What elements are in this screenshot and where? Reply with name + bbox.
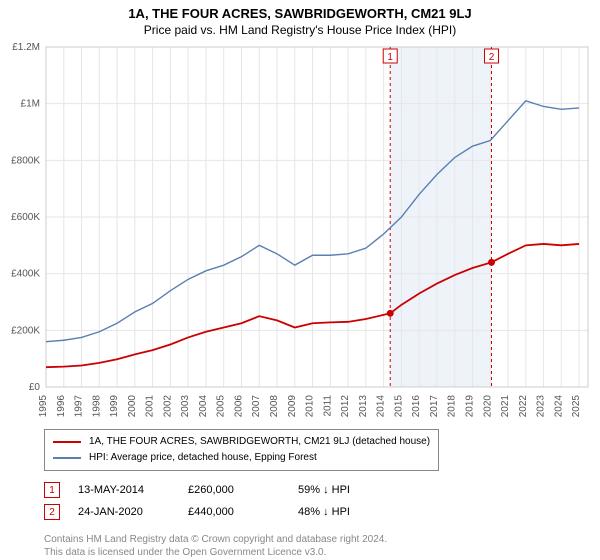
svg-text:£1M: £1M (21, 99, 40, 110)
svg-text:2000: 2000 (127, 395, 138, 418)
markers-table: 1 13-MAY-2014£260,00059% ↓ HPI 2 24-JAN-202… (44, 479, 600, 523)
svg-text:2001: 2001 (145, 395, 156, 418)
svg-text:2004: 2004 (198, 395, 209, 418)
svg-text:1999: 1999 (109, 395, 120, 418)
chart-area: £0 £200K £400K £600K £800K £1M £1.2M 1995 1996 19… (0, 41, 600, 421)
svg-text:2025: 2025 (571, 395, 582, 418)
page-container: 1A, THE FOUR ACRES, SAWBRIDGEWORTH, CM21… (0, 0, 600, 559)
svg-text:2002: 2002 (162, 395, 173, 418)
svg-text:2020: 2020 (482, 395, 493, 418)
svg-text:2003: 2003 (180, 395, 191, 418)
svg-text:2013: 2013 (358, 395, 369, 418)
marker-row: 2 24-JAN-2020£440,00048% ↓ HPI (44, 501, 600, 523)
chart-svg: £0 £200K £400K £600K £800K £1M £1.2M 1995 1996 19… (0, 41, 600, 421)
svg-text:1996: 1996 (56, 395, 67, 418)
svg-text:£600K: £600K (11, 212, 40, 223)
svg-text:£800K: £800K (11, 155, 40, 166)
legend-swatch (53, 441, 81, 443)
svg-text:1997: 1997 (74, 395, 85, 418)
marker-cell: £440,000 (188, 506, 298, 518)
svg-text:£200K: £200K (11, 325, 40, 336)
marker-row: 1 13-MAY-2014£260,00059% ↓ HPI (44, 479, 600, 501)
svg-text:2: 2 (489, 52, 495, 63)
svg-text:2007: 2007 (251, 395, 262, 418)
legend-row: 1A, THE FOUR ACRES, SAWBRIDGEWORTH, CM21… (53, 434, 430, 450)
chart-subtitle: Price paid vs. HM Land Registry's House … (0, 21, 600, 41)
marker-cell: 59% ↓ HPI (298, 484, 388, 496)
legend-swatch (53, 457, 81, 459)
svg-text:2006: 2006 (233, 395, 244, 418)
svg-text:£400K: £400K (11, 269, 40, 280)
chart-title: 1A, THE FOUR ACRES, SAWBRIDGEWORTH, CM21… (0, 0, 600, 21)
svg-text:1995: 1995 (38, 395, 49, 418)
legend-label: 1A, THE FOUR ACRES, SAWBRIDGEWORTH, CM21… (89, 434, 430, 450)
legend-row: HPI: Average price, detached house, Eppi… (53, 450, 430, 466)
marker-number-box: 2 (44, 504, 60, 520)
svg-text:2024: 2024 (553, 395, 564, 418)
svg-text:2015: 2015 (393, 395, 404, 418)
svg-text:2019: 2019 (464, 395, 475, 418)
svg-text:2022: 2022 (518, 395, 529, 418)
footnote-line: This data is licensed under the Open Gov… (44, 546, 600, 559)
marker-cell: 24-JAN-2020 (78, 506, 188, 518)
marker-cell: 48% ↓ HPI (298, 506, 388, 518)
svg-text:2021: 2021 (500, 395, 511, 418)
svg-text:2012: 2012 (340, 395, 351, 418)
svg-text:2017: 2017 (429, 395, 440, 418)
legend-label: HPI: Average price, detached house, Eppi… (89, 450, 317, 466)
svg-text:£0: £0 (29, 382, 41, 393)
legend-box: 1A, THE FOUR ACRES, SAWBRIDGEWORTH, CM21… (44, 429, 439, 471)
svg-text:2011: 2011 (322, 395, 333, 417)
footnote-line: Contains HM Land Registry data © Crown c… (44, 533, 600, 546)
svg-text:2009: 2009 (287, 395, 298, 418)
svg-text:2023: 2023 (536, 395, 547, 418)
marker-cell: 13-MAY-2014 (78, 484, 188, 496)
svg-text:1998: 1998 (91, 395, 102, 418)
svg-text:2008: 2008 (269, 395, 280, 418)
svg-text:2014: 2014 (376, 395, 387, 418)
svg-text:2005: 2005 (216, 395, 227, 418)
marker-cell: £260,000 (188, 484, 298, 496)
footnote: Contains HM Land Registry data © Crown c… (44, 533, 600, 559)
marker-number-box: 1 (44, 482, 60, 498)
svg-text:2010: 2010 (305, 395, 316, 418)
svg-text:1: 1 (387, 52, 393, 63)
svg-text:2018: 2018 (447, 395, 458, 418)
svg-text:£1.2M: £1.2M (12, 42, 40, 53)
svg-text:2016: 2016 (411, 395, 422, 418)
